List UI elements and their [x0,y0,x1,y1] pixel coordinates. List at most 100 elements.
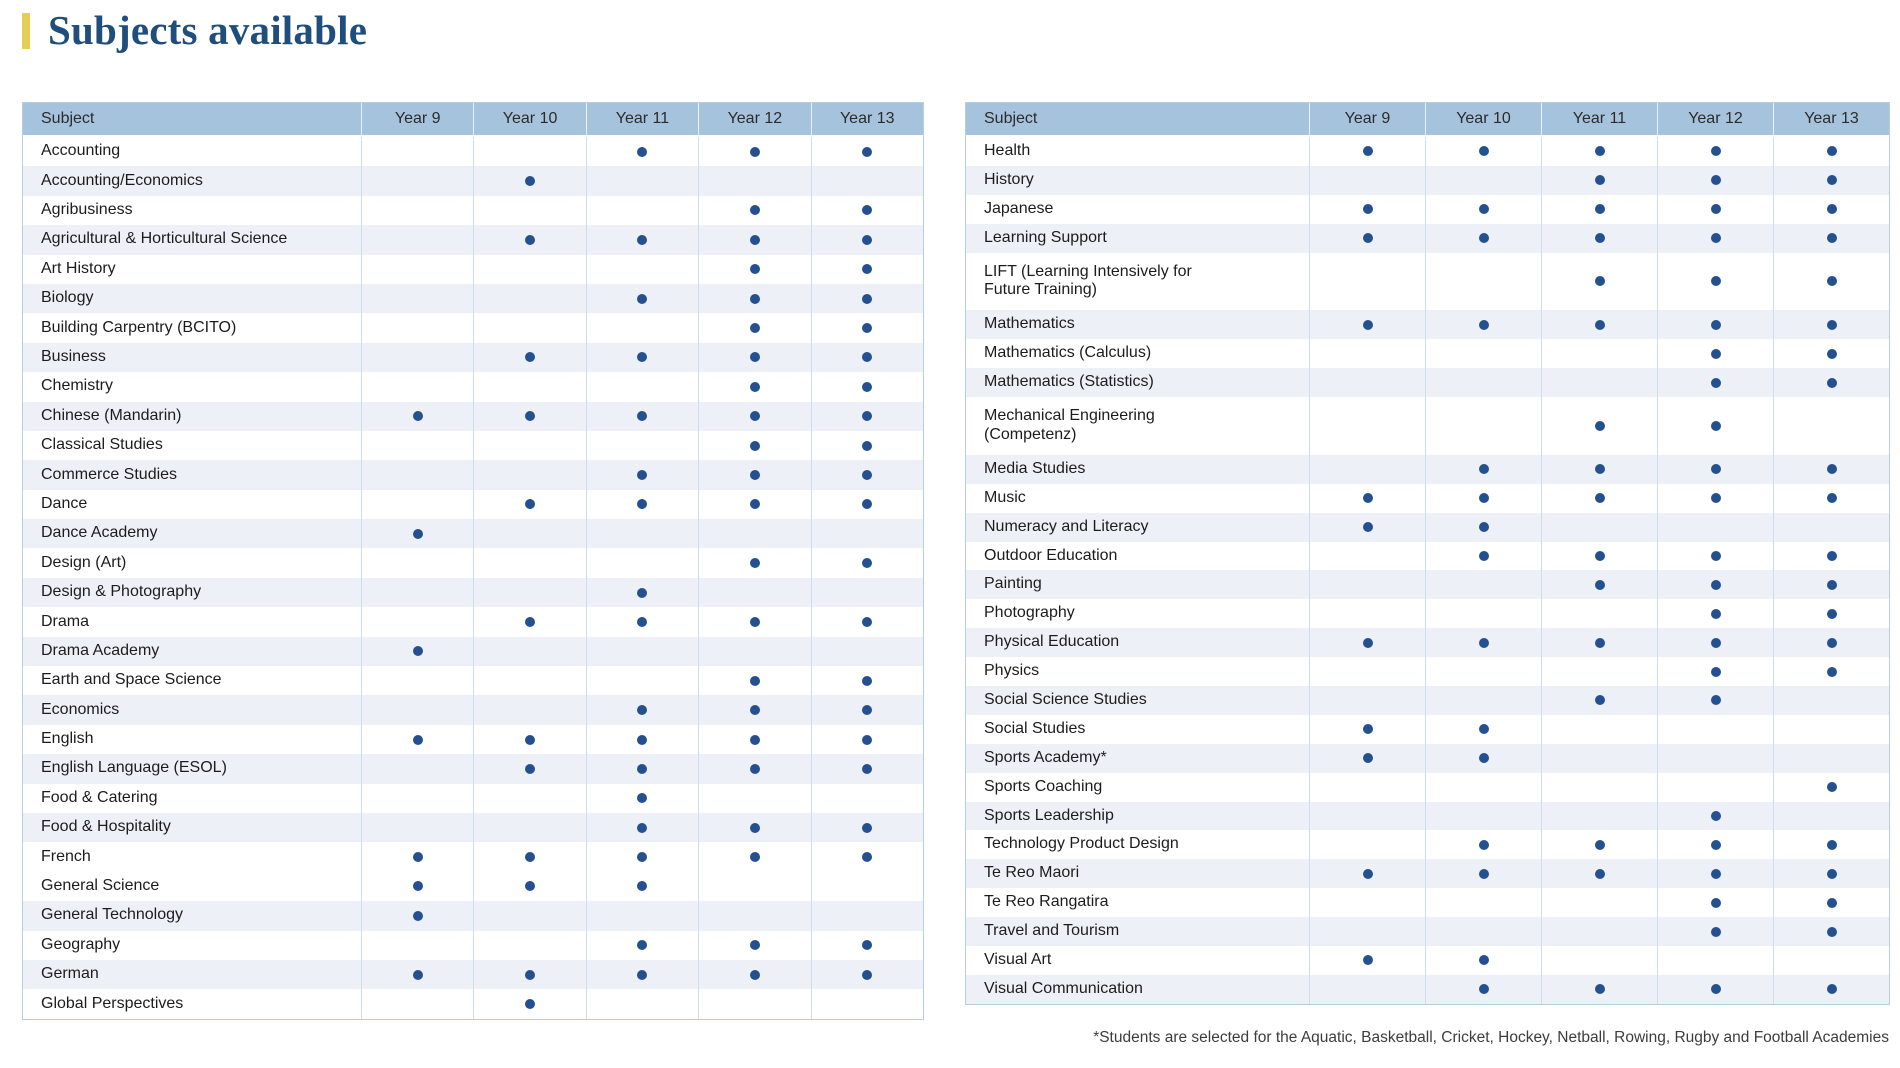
year-cell [361,460,473,490]
availability-dot [1710,348,1721,359]
availability-dot [1478,233,1489,244]
availability-dot [1594,146,1605,157]
year-cell [1425,512,1541,542]
year-cell [361,959,473,990]
subject-label: Chinese (Mandarin) [41,406,182,424]
year-cell [585,254,698,284]
table-header-row: Subject Year 9 Year 10 Year 11 Year 12 Year 1… [966,103,1889,137]
availability-dot [1710,984,1721,995]
subject-cell: Mathematics (Calculus) [966,339,1309,368]
subject-label: Visual Communication [984,979,1143,997]
table-row: Design & Photography [23,577,923,608]
table-row: Accounting/Economics [23,166,923,196]
year-cell [585,695,698,725]
availability-dot [1826,608,1837,619]
year-cell [1309,541,1425,571]
year-cell [1541,483,1657,513]
year-cell [1773,599,1889,629]
subject-label: Food & Catering [41,788,158,806]
subject-cell: Sports Academy* [966,744,1309,773]
year-cell [1541,859,1657,889]
subject-label: Mathematics (Statistics) [984,373,1154,391]
subject-label: Geography [41,935,121,953]
year-cell [1657,570,1773,600]
year-cell [473,225,585,255]
table-row: General Technology [23,901,923,931]
availability-dot [862,763,873,774]
subject-cell: Te Reo Maori [966,859,1309,888]
availability-dot [637,293,648,304]
subject-cell: Design (Art) [23,548,361,577]
table-row: Mathematics (Calculus) [966,339,1889,369]
availability-dot [862,205,873,216]
year-cell [1309,859,1425,889]
availability-dot [1362,522,1373,533]
year-cell [810,283,923,314]
year-cell [361,519,473,549]
year-cell [810,666,923,696]
year-cell [585,577,698,608]
subject-label: Mechanical Engineering (Competenz) [984,407,1155,443]
availability-dot [862,323,873,334]
year-cell [1657,888,1773,918]
column-header-year: Year 10 [1425,103,1541,135]
subject-label: Visual Art [984,950,1052,968]
subject-label: Building Carpentry (BCITO) [41,318,237,336]
availability-dot [1478,464,1489,475]
year-cell [810,754,923,784]
availability-dot [1362,493,1373,504]
year-cell [361,901,473,931]
table-header-row: Subject Year 9 Year 10 Year 11 Year 12 Year 1… [23,103,923,137]
year-cell [361,430,473,461]
availability-dot [1826,984,1837,995]
subject-cell: Japanese [966,195,1309,224]
year-cell [1541,454,1657,484]
table-row: Physics [966,657,1889,686]
year-cell [1541,917,1657,946]
year-cell [1425,599,1541,629]
year-cell [810,695,923,725]
year-cell [1309,454,1425,484]
availability-dot [1710,464,1721,475]
year-cell [698,989,810,1019]
availability-dot [862,675,873,686]
year-cell [585,842,698,872]
year-cell [1657,772,1773,802]
table-row: Numeracy and Literacy [966,512,1889,542]
subject-cell: German [23,960,361,989]
year-cell [1657,801,1773,831]
year-cell [698,342,810,373]
year-cell [585,783,698,813]
year-cell [1773,974,1889,1004]
availability-dot [637,852,648,863]
subject-cell: Sports Leadership [966,802,1309,831]
availability-dot [412,411,423,422]
subject-cell: Physical Education [966,628,1309,657]
year-cell [1657,830,1773,860]
subject-cell: Business [23,343,361,372]
subject-cell: Health [966,137,1309,166]
year-cell [585,930,698,960]
subject-label: Music [984,488,1026,506]
table-row: Social Studies [966,714,1889,744]
subject-cell: Classical Studies [23,431,361,460]
year-cell [361,401,473,431]
availability-dot [525,763,536,774]
year-cell [1309,368,1425,398]
table-row: Commerce Studies [23,460,923,490]
subject-cell: Physics [966,657,1309,686]
year-cell [1657,628,1773,658]
table-row: Sports Coaching [966,772,1889,802]
year-cell [1541,743,1657,773]
year-cell [1425,483,1541,513]
availability-dot [1710,926,1721,937]
year-cell [361,783,473,813]
title-accent-bar [22,12,30,49]
availability-dot [1710,233,1721,244]
year-cell [810,519,923,549]
availability-dot [749,146,760,157]
subject-cell: Accounting/Economics [23,166,361,195]
availability-dot [1710,810,1721,821]
year-cell [585,460,698,490]
